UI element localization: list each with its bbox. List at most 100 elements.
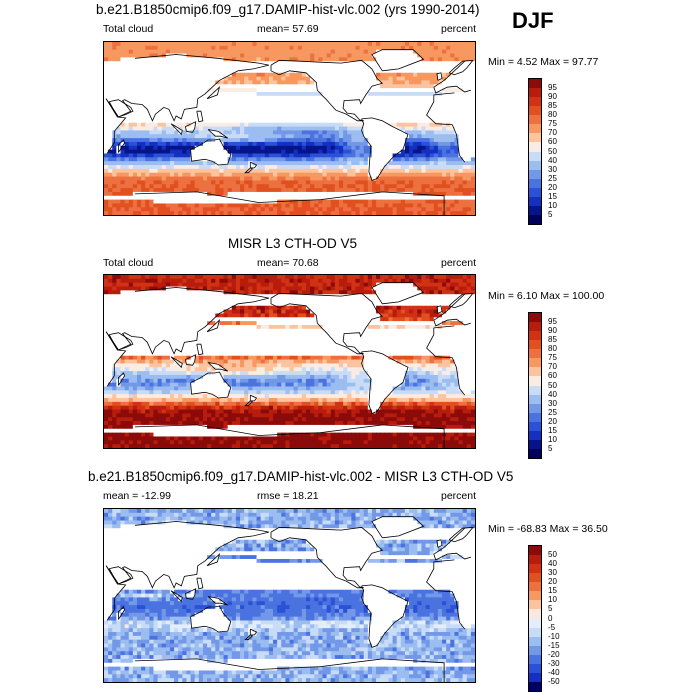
map-1-cell <box>392 88 398 93</box>
map-1-cell <box>112 76 117 82</box>
map-1-cell <box>330 61 336 66</box>
map-1-cell <box>413 72 418 78</box>
map-1-cell <box>334 138 340 143</box>
map-2-cell <box>104 275 109 280</box>
map-1-cell <box>268 84 274 89</box>
map-1-cell <box>277 61 282 66</box>
map-1-cell <box>231 207 237 212</box>
map-1-cell <box>289 65 295 70</box>
map-2-cell <box>466 294 472 299</box>
map-1-cell <box>128 138 134 143</box>
map-1-cell <box>334 211 340 215</box>
map-1-cell <box>198 61 204 66</box>
map-1-cell <box>429 88 435 93</box>
map-1-cell <box>301 57 307 62</box>
map-1-cell <box>112 188 117 193</box>
map-1-cell <box>182 180 188 185</box>
map-2-cell <box>470 301 475 307</box>
map-1-cell <box>281 126 286 132</box>
map-2-cell <box>396 298 402 303</box>
map-1-cell <box>380 61 385 66</box>
map-1-cell <box>264 176 270 181</box>
map-1-cell <box>112 61 117 66</box>
map-1-cell <box>108 61 113 66</box>
map-2-cell <box>120 286 126 291</box>
map-1-cell <box>326 153 332 158</box>
colorbar-1-tick-label: 90 <box>548 92 557 102</box>
map-1-cell <box>178 118 183 124</box>
map-1-cell <box>281 49 286 55</box>
map-1-cell <box>450 107 455 112</box>
map-1-cell <box>293 72 299 78</box>
map-1-cell <box>120 57 126 62</box>
map-1-cell <box>363 188 369 193</box>
map-1-cell <box>326 115 332 120</box>
panel-2-map-svg <box>104 275 475 448</box>
map-1-cell <box>470 172 475 178</box>
map-1-cell <box>384 84 390 89</box>
map-1-cell <box>392 65 398 70</box>
map-1-cell <box>285 203 291 208</box>
map-1-cell <box>202 184 208 189</box>
map-1-cell <box>145 45 150 51</box>
map-1-cell <box>388 176 394 181</box>
map-2-cell <box>442 294 447 299</box>
map-1-cell <box>363 65 369 70</box>
map-1-cell <box>157 168 163 174</box>
map-1-cell <box>404 191 410 197</box>
map-1-cell <box>211 118 216 124</box>
map-1-cell <box>417 111 423 116</box>
map-1-cell <box>326 68 332 74</box>
map-2-cell <box>351 290 357 295</box>
map-2-cell <box>141 275 146 280</box>
map-1-cell <box>215 184 221 189</box>
map-1-cell <box>153 161 159 166</box>
map-1-cell <box>351 207 357 212</box>
map-1-cell <box>256 157 262 162</box>
map-1-cell <box>285 165 291 170</box>
map-1-cell <box>409 188 414 193</box>
map-1-cell <box>409 49 414 55</box>
map-1-cell <box>231 134 237 139</box>
map-2-cell <box>120 278 126 284</box>
map-1-cell <box>326 211 332 215</box>
map-1-cell <box>359 95 365 101</box>
map-1-cell <box>182 188 188 193</box>
map-1-cell <box>400 195 406 201</box>
map-1-cell <box>215 57 221 62</box>
map-1-cell <box>240 84 245 89</box>
map-1-cell <box>174 91 179 97</box>
map-1-cell <box>235 134 241 139</box>
map-1-cell <box>132 141 138 147</box>
map-2-cell <box>355 309 361 315</box>
map-1-cell <box>116 203 122 208</box>
map-1-cell <box>161 95 167 101</box>
map-1-cell <box>202 68 208 74</box>
map-1-cell <box>202 145 208 151</box>
map-1-cell <box>116 126 122 132</box>
map-2-cell <box>446 294 451 299</box>
map-1-cell <box>388 103 394 108</box>
map-1-cell <box>421 118 427 124</box>
map-2-cell <box>421 282 427 288</box>
map-1-cell <box>396 168 402 174</box>
map-1-cell <box>153 107 159 112</box>
map-1-cell <box>248 61 253 66</box>
map-2-cell <box>334 305 340 311</box>
map-1-cell <box>413 45 418 51</box>
map-1-cell <box>235 42 241 47</box>
map-2-cell <box>425 278 431 284</box>
map-1-cell <box>417 176 423 181</box>
map-1-cell <box>363 168 369 174</box>
map-1-cell <box>235 184 241 189</box>
map-1-cell <box>178 161 183 166</box>
map-1-cell <box>310 53 315 58</box>
map-1-cell <box>371 191 377 197</box>
map-2-cell <box>388 290 394 295</box>
map-1-cell <box>371 65 377 70</box>
map-1-cell <box>165 115 171 120</box>
map-2-cell <box>231 301 237 307</box>
map-1-cell <box>194 49 200 55</box>
map-1-cell <box>128 168 134 174</box>
map-2-cell <box>470 286 475 291</box>
